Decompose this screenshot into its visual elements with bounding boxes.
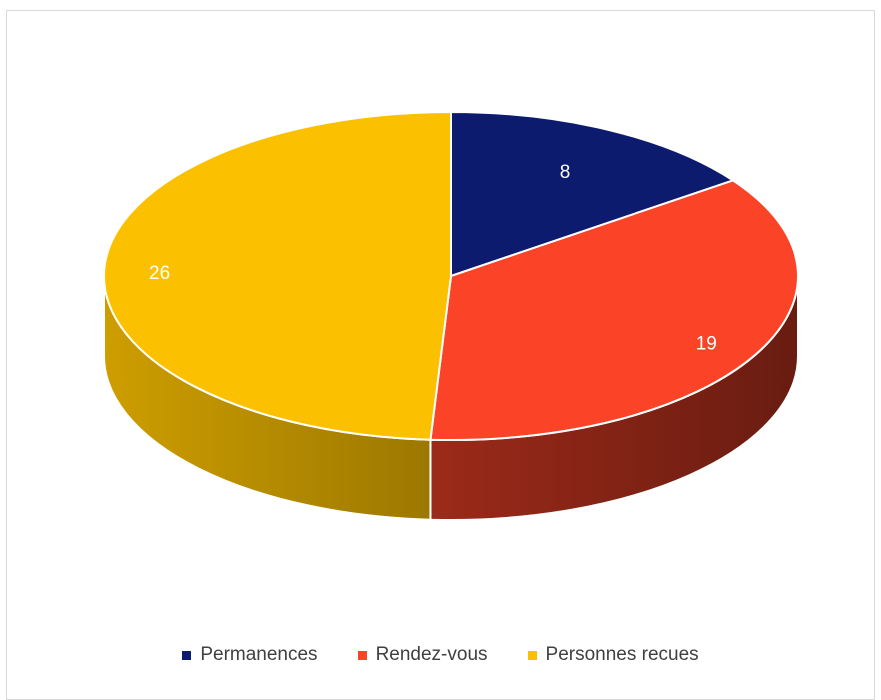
pie-slice-rendez-vous: [429, 179, 799, 441]
legend-swatch-rendez-vous: [357, 650, 367, 660]
data-label-permanences: 8: [560, 162, 571, 183]
legend-swatch-personnes-recues: [527, 650, 537, 660]
legend-item-permanences: Permanences: [182, 644, 318, 666]
legend-swatch-permanences: [182, 650, 192, 660]
legend-label-rendez-vous: Rendez-vous: [375, 644, 488, 665]
pie-slice-personnes-recues: [103, 111, 452, 441]
data-label-rendez-vous: 19: [696, 334, 717, 355]
legend-label-permanences: Permanences: [200, 644, 318, 665]
legend-item-rendez-vous: Rendez-vous: [357, 644, 488, 666]
legend: Permanences Rendez-vous Personnes recues: [0, 644, 881, 666]
legend-item-personnes-recues: Personnes recues: [527, 644, 699, 666]
data-label-personnes-recues: 26: [149, 263, 170, 284]
pie-chart: 8 19 26: [103, 111, 799, 521]
pie-slice-permanences: [450, 111, 734, 277]
legend-label-personnes-recues: Personnes recues: [545, 644, 699, 665]
